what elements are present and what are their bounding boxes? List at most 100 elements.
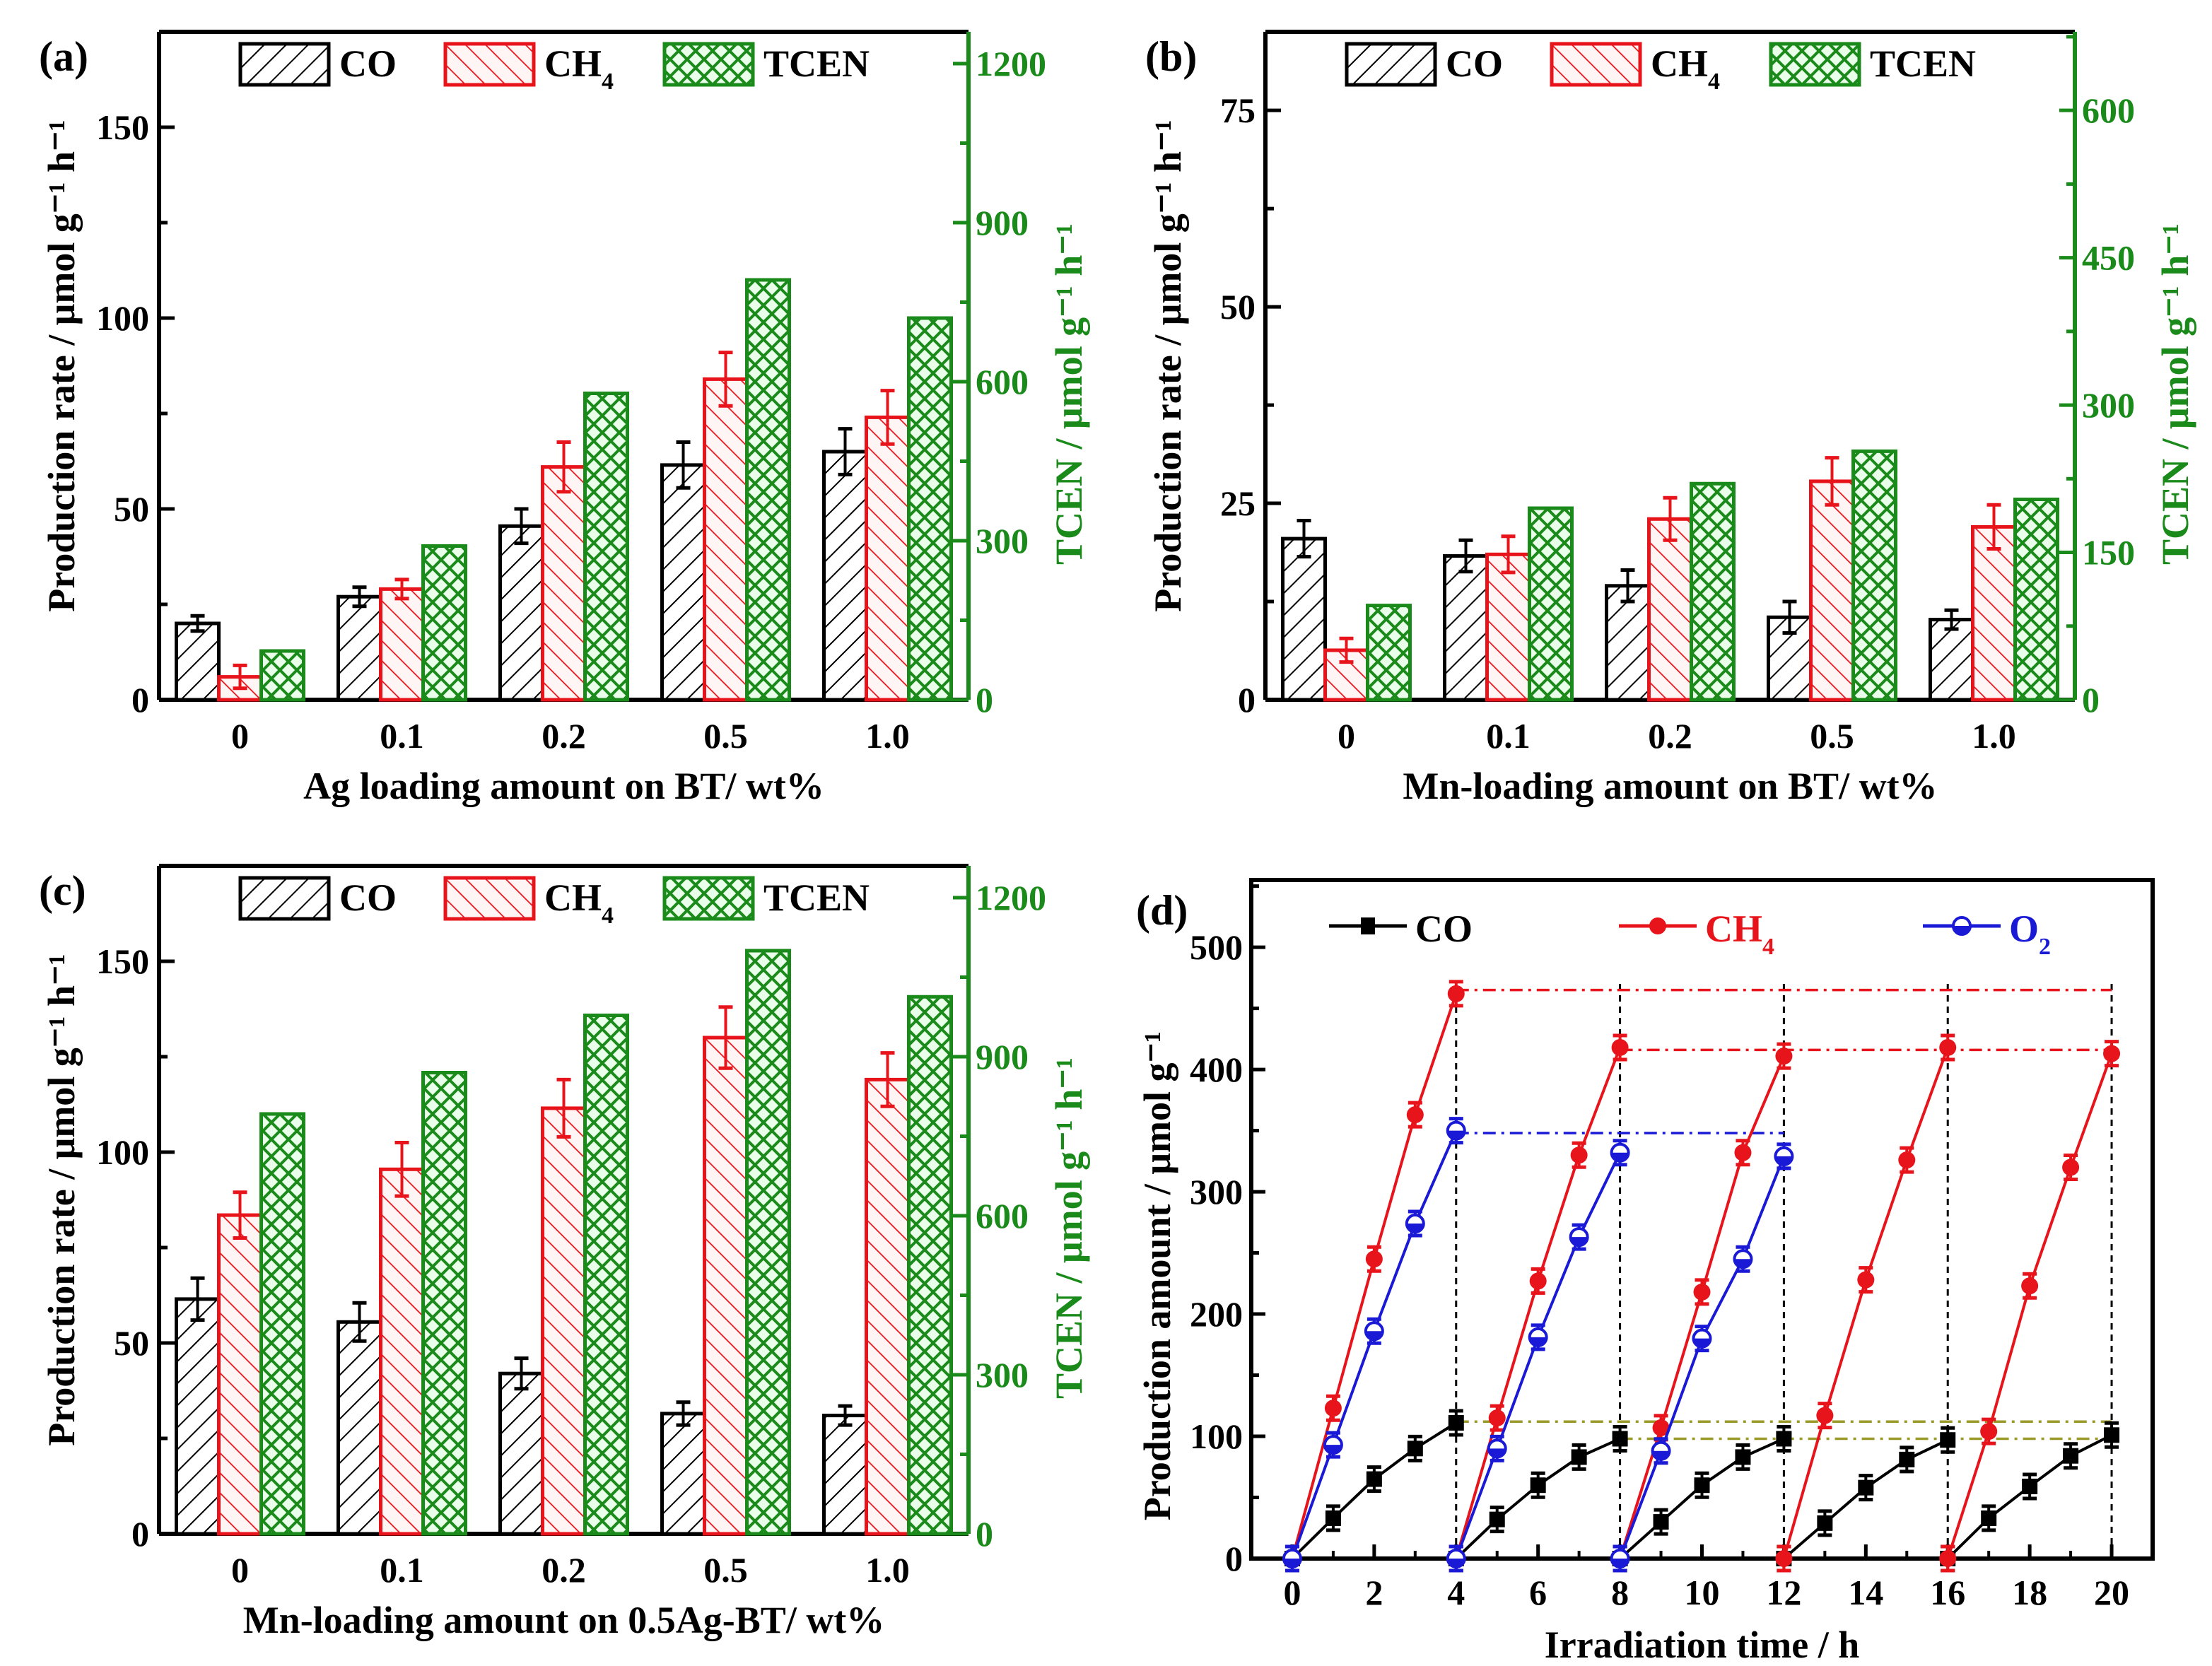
- marker-ch4: [1980, 1423, 1998, 1441]
- marker-o2-half: [1693, 1338, 1711, 1347]
- y-tick-label: 500: [1190, 927, 1243, 967]
- x-tick-label: 16: [1930, 1573, 1965, 1612]
- marker-co: [1366, 1471, 1382, 1487]
- legend-swatch-tcen: [1769, 42, 1861, 87]
- marker-ch4: [1939, 1550, 1957, 1567]
- marker-ch4: [1570, 1146, 1588, 1164]
- marker-co: [1325, 1510, 1341, 1526]
- y-axis-title: Production rate / μmol g⁻¹ h⁻¹: [1147, 119, 1189, 611]
- marker-o2-half: [1570, 1237, 1588, 1246]
- y-tick-label: 0: [131, 680, 149, 720]
- y-tick-label: 400: [1190, 1050, 1243, 1089]
- x-tick-label: 1.0: [1972, 716, 2016, 756]
- y-right-tick-label: 450: [2082, 238, 2135, 278]
- bar-tcen: [907, 995, 953, 1536]
- y-right-axis-title: TCEN / μmol g⁻¹ h⁻¹: [1048, 1057, 1090, 1399]
- bar-ch4: [379, 1167, 425, 1536]
- bar-tcen: [1690, 481, 1736, 702]
- legend-swatch-ch4: [1550, 42, 1642, 87]
- legend-label-co: CO: [339, 876, 397, 919]
- x-axis-title: Mn-loading amount on BT/ wt%: [1403, 765, 1937, 807]
- x-tick-label: 1.0: [865, 716, 910, 756]
- bar-ch4: [703, 1036, 749, 1536]
- y-tick-label: 25: [1220, 483, 1256, 523]
- bar-ch4: [865, 1077, 911, 1536]
- x-tick-label: 0.2: [1648, 716, 1692, 756]
- y-axis-title: Production amount / μmol g⁻¹: [1136, 1031, 1178, 1520]
- legend-label-ch4: CH4: [1651, 42, 1720, 95]
- y-right-tick-label: 1200: [976, 878, 1046, 917]
- x-tick-label: 0: [231, 716, 249, 756]
- legend-label-ch4: CH4: [544, 876, 614, 929]
- bar-tcen: [421, 1071, 467, 1536]
- y-tick-label: 0: [1225, 1539, 1243, 1578]
- y-right-tick-label: 900: [976, 203, 1029, 242]
- y-tick-label: 100: [1190, 1416, 1243, 1456]
- y-tick-label: 150: [96, 941, 149, 981]
- bar-co: [1281, 536, 1327, 702]
- marker-ch4: [1324, 1400, 1342, 1417]
- marker-o2-half: [1652, 1450, 1670, 1460]
- bar-tcen: [583, 392, 629, 702]
- marker-co: [1612, 1431, 1628, 1447]
- marker-ch4: [2062, 1158, 2080, 1176]
- marker-co: [2022, 1478, 2038, 1494]
- legend-label-co: CO: [1446, 42, 1503, 85]
- y-right-tick-label: 300: [976, 1355, 1029, 1395]
- marker-o2-half: [1529, 1337, 1547, 1346]
- bar-co: [822, 1414, 868, 1536]
- y-right-tick-label: 600: [2082, 90, 2135, 130]
- y-right-tick-label: 0: [976, 680, 993, 720]
- marker-ch4: [1652, 1419, 1670, 1436]
- legend-swatch-co: [1345, 42, 1437, 87]
- marker-ch4: [1734, 1144, 1752, 1161]
- x-tick-label: 0: [1338, 716, 1355, 756]
- bar-ch4: [1809, 479, 1855, 702]
- bar-tcen: [259, 649, 305, 702]
- bar-co: [1443, 554, 1489, 702]
- bar-co: [660, 1412, 706, 1536]
- bar-ch4: [1485, 552, 1531, 702]
- legend-label-co: CO: [339, 42, 397, 85]
- panel-label: (d): [1136, 887, 1188, 934]
- marker-o2-half: [1734, 1259, 1752, 1268]
- bar-tcen: [907, 316, 953, 702]
- marker-ch4: [1857, 1271, 1875, 1289]
- marker-ch4: [1406, 1106, 1424, 1124]
- x-tick-label: 4: [1447, 1573, 1465, 1612]
- bar-ch4: [217, 1213, 263, 1536]
- marker-o2-half: [1406, 1224, 1424, 1233]
- marker-ch4: [1693, 1283, 1711, 1301]
- legend-label-tcen: TCEN: [763, 876, 870, 919]
- marker-ch4: [2103, 1045, 2121, 1062]
- y-tick-label: 300: [1190, 1172, 1243, 1212]
- marker-co: [1776, 1431, 1792, 1447]
- legend-label-co: CO: [1415, 908, 1473, 950]
- marker-co: [2104, 1427, 2120, 1443]
- legend-marker-ch4: [1649, 917, 1666, 934]
- panel-b: 0 25 50 75 0 150 300 450 600 0 0.1 0.2 0.5 1.0 CO CH4 TC…: [1145, 30, 2196, 807]
- y-right-tick-label: 600: [976, 362, 1029, 401]
- x-axis-title: Mn-loading amount on 0.5Ag-BT/ wt%: [243, 1599, 885, 1641]
- legend-label-ch4: CH4: [1705, 908, 1774, 960]
- marker-ch4: [1488, 1409, 1506, 1427]
- legend-swatch-tcen: [662, 876, 755, 921]
- legend-label-tcen: TCEN: [763, 42, 870, 85]
- marker-ch4: [1365, 1250, 1383, 1268]
- x-tick-label: 0: [1283, 1573, 1301, 1612]
- x-tick-label: 0.1: [1486, 716, 1531, 756]
- marker-co: [1858, 1479, 1874, 1496]
- marker-co: [1407, 1441, 1423, 1457]
- legend-swatch-ch4: [443, 42, 536, 87]
- marker-co: [1448, 1415, 1464, 1431]
- bar-ch4: [541, 1106, 587, 1536]
- bar-ch4: [703, 377, 749, 702]
- y-tick-label: 75: [1220, 90, 1256, 130]
- y-right-tick-label: 150: [2082, 533, 2135, 573]
- y-right-tick-label: 600: [976, 1196, 1029, 1236]
- marker-co: [1735, 1449, 1751, 1465]
- marker-ch4: [1816, 1407, 1834, 1424]
- marker-ch4: [1939, 1038, 1957, 1056]
- x-tick-label: 6: [1529, 1573, 1547, 1612]
- marker-co: [1694, 1477, 1710, 1494]
